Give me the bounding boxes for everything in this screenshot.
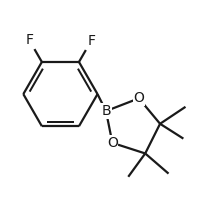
Text: O: O xyxy=(107,136,118,150)
Text: F: F xyxy=(25,33,33,47)
Text: F: F xyxy=(87,34,95,48)
Text: B: B xyxy=(101,104,111,118)
Text: O: O xyxy=(133,91,144,105)
